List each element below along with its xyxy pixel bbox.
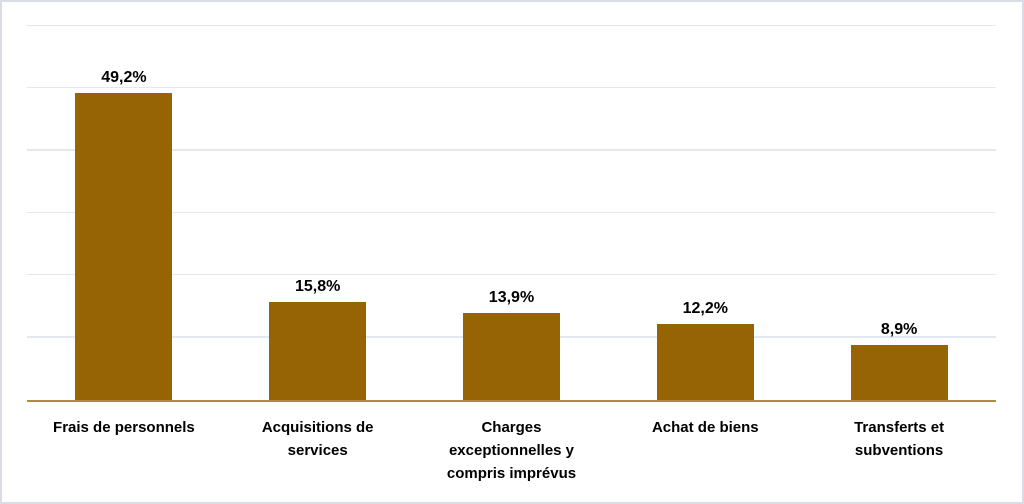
bar-group: 49,2% (27, 26, 221, 400)
gridline-50 (27, 86, 996, 89)
x-axis-category-label-line: Charges (481, 419, 542, 436)
bar-group: 15,8% (221, 26, 415, 400)
gridline-20 (27, 273, 996, 276)
x-axis-category-label: Achat de biens (608, 416, 802, 485)
x-axis-category-label-line: Achat de biens (651, 419, 759, 436)
x-axis-category-label-line: subventions (854, 442, 944, 459)
bar (850, 344, 948, 400)
bar-value-label: 8,9% (880, 320, 918, 338)
bar (75, 93, 173, 400)
x-axis-category-label-line: compris imprévus (446, 465, 577, 482)
bar (656, 323, 754, 400)
bar-group: 8,9% (802, 26, 996, 400)
x-axis-category-label-line: Transferts et (854, 419, 945, 436)
bar-value-label: 49,2% (101, 69, 147, 87)
gridline-60 (27, 24, 996, 26)
plot-area: 49,2% 15,8% 13,9% 12,2% 8,9% (27, 24, 996, 402)
x-axis-category-label: Charges exceptionnelles y compris imprévus (415, 416, 609, 485)
x-axis-category-label-line: Frais de personnels (53, 419, 195, 436)
bar-value-label: 12,2% (682, 299, 728, 317)
x-axis-category-label-line: services (287, 442, 348, 459)
bar (269, 301, 367, 400)
bar-value-label: 13,9% (488, 289, 535, 307)
x-axis-category-label-line: exceptionnelles y (448, 442, 575, 459)
bar-group: 12,2% (608, 26, 802, 400)
gridline-30 (27, 211, 996, 213)
gridline-40 (27, 149, 996, 151)
x-axis-category-label: Acquisitions de services (221, 416, 415, 485)
x-axis-labels: Frais de personnels Acquisitions de servic… (27, 416, 996, 485)
x-axis-category-label: Frais de personnels (27, 416, 221, 485)
bar-value-label: 15,8% (295, 277, 341, 295)
x-axis-category-label-line: Acquisitions de (261, 419, 374, 436)
bars-row: 49,2% 15,8% 13,9% 12,2% 8,9% (27, 26, 996, 400)
bar-group: 13,9% (415, 26, 609, 400)
x-axis-category-label: Transferts et subventions (802, 416, 996, 485)
bar (463, 313, 560, 400)
